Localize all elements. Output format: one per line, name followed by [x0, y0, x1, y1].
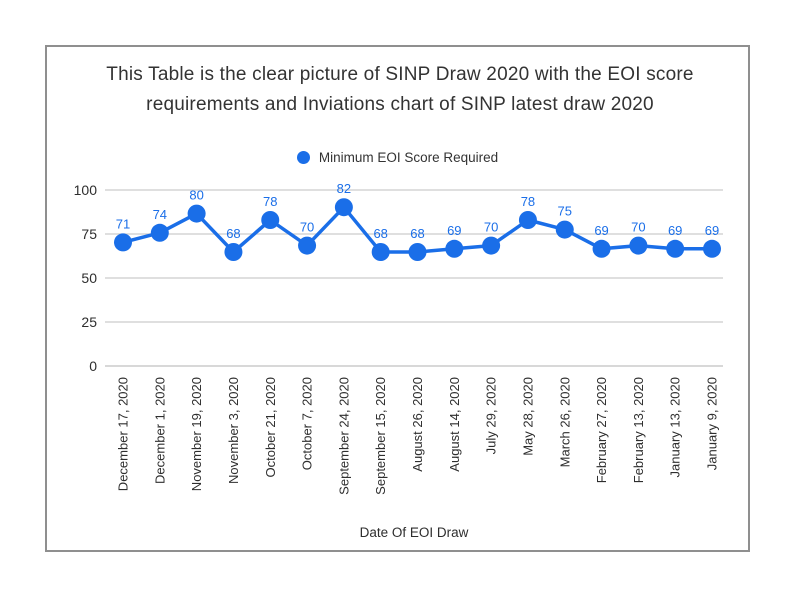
data-point-label: 80 [189, 188, 203, 203]
chart-title: This Table is the clear picture of SINP … [50, 60, 750, 120]
data-point-label: 69 [705, 223, 719, 238]
data-point-label: 82 [337, 181, 351, 196]
data-point-label: 69 [594, 223, 608, 238]
chart-legend: Minimum EOI Score Required [45, 150, 750, 165]
data-point-label: 68 [373, 226, 387, 241]
data-point[interactable] [298, 236, 317, 255]
x-tick-label: November 3, 2020 [226, 377, 241, 484]
x-tick-label: February 27, 2020 [594, 377, 609, 483]
x-tick-label: September 15, 2020 [373, 377, 388, 495]
x-tick-label: February 13, 2020 [631, 377, 646, 483]
x-tick-label: September 24, 2020 [336, 377, 351, 495]
x-tick-label: August 14, 2020 [447, 377, 462, 472]
data-point-label: 70 [300, 220, 314, 235]
x-tick-label: July 29, 2020 [484, 377, 499, 454]
x-tick-label: January 13, 2020 [668, 377, 683, 477]
data-point[interactable] [150, 223, 169, 242]
data-point[interactable] [666, 239, 685, 258]
data-point[interactable] [592, 239, 611, 258]
x-tick-label: December 1, 2020 [152, 377, 167, 484]
data-point[interactable] [445, 239, 464, 258]
y-tick-label: 25 [81, 314, 97, 330]
x-tick-label: November 19, 2020 [189, 377, 204, 491]
data-point-label: 69 [668, 223, 682, 238]
data-point[interactable] [334, 198, 353, 217]
data-point[interactable] [408, 243, 427, 261]
data-point-label: 71 [116, 216, 130, 231]
chart-title-line2: requirements and Inviations chart of SIN… [146, 94, 654, 115]
x-tick-label: October 21, 2020 [263, 377, 278, 477]
x-tick-label: October 7, 2020 [300, 377, 315, 470]
x-tick-label: August 26, 2020 [410, 377, 425, 472]
y-tick-label: 100 [74, 182, 98, 198]
data-point[interactable] [224, 243, 243, 261]
data-point[interactable] [629, 236, 648, 255]
chart-card [45, 45, 750, 552]
data-point[interactable] [703, 239, 721, 258]
data-point[interactable] [261, 211, 280, 229]
data-point[interactable] [187, 204, 206, 223]
chart-title-line1: This Table is the clear picture of SINP … [106, 64, 694, 85]
data-point[interactable] [114, 233, 132, 252]
x-tick-label: December 17, 2020 [116, 377, 131, 491]
x-tick-label: May 28, 2020 [520, 377, 535, 456]
data-point[interactable] [555, 220, 574, 239]
legend-series-label: Minimum EOI Score Required [318, 150, 499, 165]
data-point-label: 69 [447, 223, 461, 238]
data-point-label: 68 [410, 226, 424, 241]
data-point[interactable] [482, 236, 501, 255]
x-axis-title: Date Of EOI Draw [360, 525, 469, 540]
data-point-label: 70 [631, 220, 645, 235]
x-tick-label: March 26, 2020 [557, 377, 572, 467]
data-point-label: 74 [153, 207, 167, 222]
data-point[interactable] [371, 243, 390, 261]
x-tick-label: January 9, 2020 [705, 377, 720, 470]
data-point-label: 68 [226, 226, 240, 241]
legend-series-dot-icon [296, 151, 310, 164]
y-tick-label: 75 [81, 226, 97, 242]
data-point-label: 78 [521, 194, 535, 209]
y-tick-label: 0 [89, 358, 97, 374]
data-point-label: 70 [484, 220, 498, 235]
y-tick-label: 50 [81, 270, 97, 286]
data-point-label: 75 [558, 204, 572, 219]
data-point-label: 78 [263, 194, 277, 209]
data-point[interactable] [518, 211, 537, 229]
